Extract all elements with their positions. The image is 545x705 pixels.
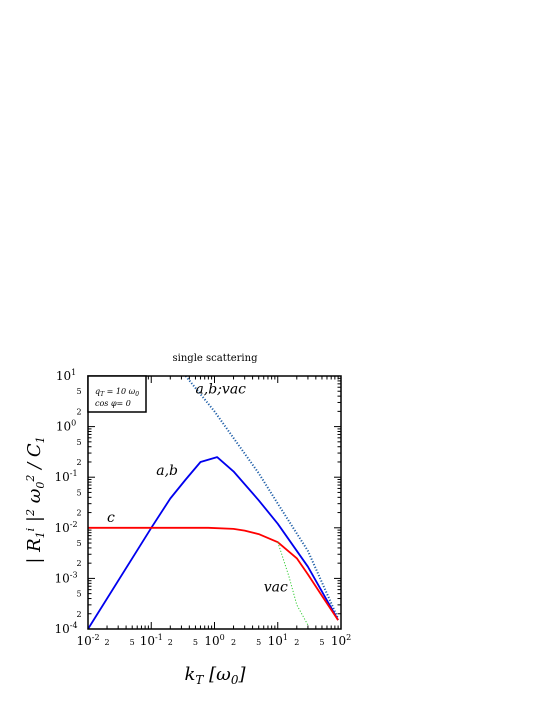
y-axis-label: | R1i |2 ω02 / C1 <box>24 436 47 563</box>
y-tick-label: 100 <box>56 419 76 434</box>
ticks-layer <box>87 376 341 630</box>
annotation-label: c <box>107 510 115 526</box>
x-axis-label: kT [ω0] <box>184 664 246 687</box>
x-tick-label: 10-2 <box>76 633 99 648</box>
x-minor-label: 2 <box>104 638 109 647</box>
plot-frame <box>87 375 342 630</box>
x-minor-label: 2 <box>231 638 236 647</box>
legend-line-2: cos φ= 0 <box>95 399 131 408</box>
series-layer <box>87 375 340 630</box>
annotations-layer: a,b;vac a,b c vac <box>107 382 288 596</box>
y-minor-label: 5 <box>76 539 81 548</box>
annotation-label: a,b <box>156 463 178 479</box>
x-minor-label: 2 <box>168 638 173 647</box>
annotation-label: vac <box>264 580 288 596</box>
y-minor-label: 5 <box>76 488 81 497</box>
y-minor-label: 5 <box>76 438 81 447</box>
legend-line-1: qT = 10 ω0 <box>95 387 139 398</box>
series-line-3 <box>88 526 339 621</box>
x-tick-label: 102 <box>331 633 351 648</box>
x-minor-label: 5 <box>256 638 261 647</box>
x-minor-label: 5 <box>319 638 324 647</box>
x-tick-label: 100 <box>204 633 224 648</box>
x-minor-label: 2 <box>294 638 299 647</box>
series-line-1 <box>184 375 340 620</box>
x-minor-label: 5 <box>193 638 198 647</box>
legend-box: qT = 10 ω0 cos φ= 0 <box>87 375 147 413</box>
y-minor-label: 2 <box>76 559 81 568</box>
y-tick-label: 10-1 <box>54 469 77 484</box>
chart-title: single scattering <box>173 353 259 364</box>
y-minor-label: 5 <box>76 590 81 599</box>
annotation-label: a,b;vac <box>195 382 246 398</box>
x-minor-label: 5 <box>130 638 135 647</box>
y-minor-label: 2 <box>76 458 81 467</box>
y-minor-label: 2 <box>76 610 81 619</box>
y-tick-label: 10-2 <box>54 520 77 535</box>
x-tick-label: 101 <box>268 633 288 648</box>
y-tick-label: 10-3 <box>54 570 77 585</box>
y-minor-label: 2 <box>76 509 81 518</box>
series-line-2 <box>87 456 339 630</box>
x-tick-label: 10-1 <box>140 633 163 648</box>
y-minor-label: 2 <box>76 407 81 416</box>
y-minor-label: 5 <box>76 387 81 396</box>
y-tick-label: 10-4 <box>54 621 77 636</box>
y-tick-label: 101 <box>56 368 76 383</box>
